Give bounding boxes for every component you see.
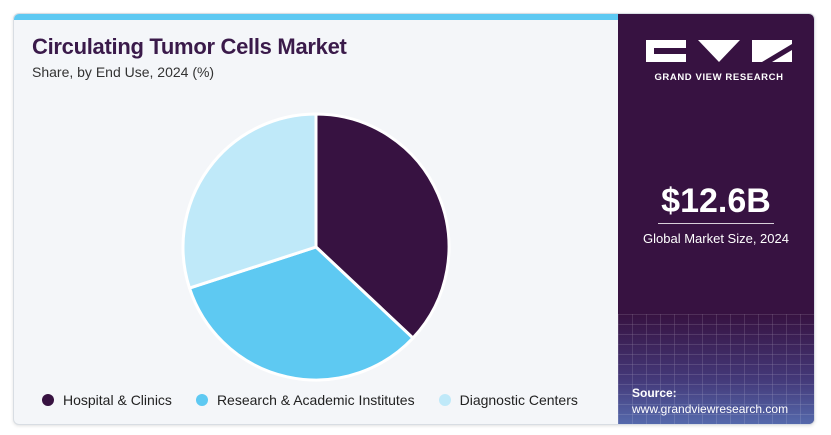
chart-subtitle: Share, by End Use, 2024 (%) [32, 64, 215, 80]
info-panel: GRAND VIEW RESEARCH $12.6B Global Market… [618, 14, 814, 424]
decorative-gradient [618, 314, 814, 424]
chart-legend: Hospital & Clinics Research & Academic In… [42, 392, 578, 408]
legend-item: Research & Academic Institutes [195, 392, 415, 408]
pie-slice-diagnostic-centers [181, 112, 318, 290]
legend-swatch [195, 394, 208, 406]
legend-label: Hospital & Clinics [63, 392, 172, 408]
brand-logo-icon [646, 40, 792, 62]
accent-bar [14, 14, 618, 20]
legend-item: Diagnostic Centers [438, 392, 578, 408]
market-size-label: Global Market Size, 2024 [643, 231, 789, 246]
legend-label: Diagnostic Centers [459, 392, 578, 408]
market-size-value: $12.6B [661, 182, 771, 220]
chart-title: Circulating Tumor Cells Market [32, 34, 347, 59]
legend-swatch [42, 394, 54, 406]
pie-slice-research-academic-institutes [188, 245, 415, 382]
chart-card: Circulating Tumor Cells Market Share, by… [13, 13, 815, 425]
legend-label: Research & Academic Institutes [216, 392, 415, 408]
divider [658, 223, 774, 224]
decorative-grid [618, 314, 814, 424]
pie-chart [181, 112, 451, 382]
source-label: Source: [632, 386, 677, 400]
pie-slice-hospital-clinics [314, 112, 451, 340]
legend-item: Hospital & Clinics [42, 392, 172, 408]
source-link[interactable]: www.grandviewresearch.com [632, 402, 789, 416]
chart-panel: Circulating Tumor Cells Market Share, by… [14, 14, 618, 424]
legend-swatch [438, 394, 451, 406]
brand-name: GRAND VIEW RESEARCH [654, 72, 784, 83]
